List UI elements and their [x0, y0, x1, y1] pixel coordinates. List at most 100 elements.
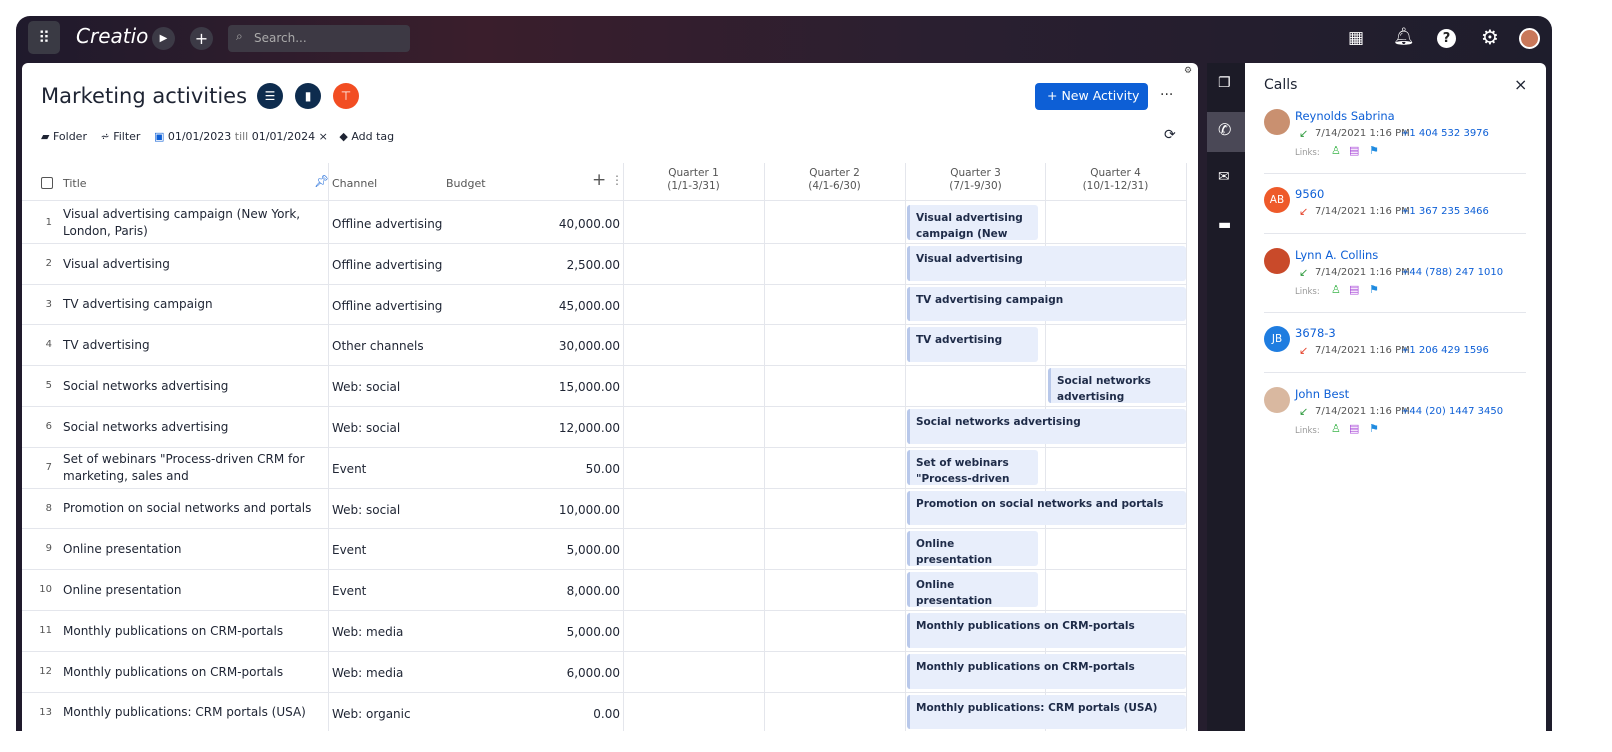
apps-icon[interactable]: ▦: [1348, 28, 1365, 48]
help-icon[interactable]: ?: [1437, 29, 1456, 48]
timeline-bar[interactable]: Visual advertising: [907, 245, 1186, 281]
row-title[interactable]: TV advertising: [63, 338, 150, 353]
timeline-bar[interactable]: Social networks advertising: [907, 409, 1186, 444]
chart-view[interactable]: ▮: [295, 83, 321, 109]
email-tab[interactable]: ✉: [1218, 169, 1230, 185]
new-activity-button[interactable]: + New Activity: [1035, 83, 1148, 110]
caller-name[interactable]: Reynolds Sabrina: [1295, 109, 1395, 123]
caller-name[interactable]: John Best: [1295, 387, 1350, 401]
timeline-bar[interactable]: Online presentation: [907, 572, 1038, 607]
column-header: Channel: [332, 177, 378, 190]
row-budget: 5,000.00: [566, 625, 620, 639]
timeline-bar[interactable]: Visual advertising campaign (New York,: [907, 205, 1038, 240]
timeline-bar[interactable]: TV advertising campaign: [907, 286, 1186, 322]
folder-filter[interactable]: ▰ Folder: [41, 130, 87, 143]
call-direction: ↙: [1299, 127, 1309, 140]
timeline-bar[interactable]: Promotion on social networks and portals: [907, 490, 1186, 526]
quarter-range: (7/1-9/30): [949, 180, 1002, 192]
more-menu[interactable]: ···: [1160, 87, 1174, 103]
notifications-icon[interactable]: 🔔︎: [1393, 27, 1415, 47]
app-menu[interactable]: ⠿: [28, 21, 60, 54]
timeline-bar[interactable]: Monthly publications on CRM-portals: [907, 613, 1186, 648]
add-tag[interactable]: ◆ Add tag: [339, 130, 395, 143]
caller-name[interactable]: Lynn A. Collins: [1295, 248, 1379, 262]
call-time: 7/14/2021 1:16 PM: [1315, 406, 1410, 417]
refresh-button[interactable]: ⟳: [1164, 127, 1176, 143]
date-filter[interactable]: ▣ 01/01/2023 till 01/01/2024 ×: [153, 130, 328, 143]
row-title[interactable]: Visual advertising campaign (New York, L…: [63, 207, 301, 239]
row-title[interactable]: Monthly publications on CRM-portals: [63, 664, 284, 679]
user-avatar[interactable]: [1519, 28, 1540, 49]
row-budget: 30,000.00: [558, 339, 620, 354]
search-icon: ⌕: [236, 29, 243, 43]
caller-name[interactable]: 9560: [1295, 187, 1325, 201]
timeline-view[interactable]: ⊤: [333, 83, 359, 109]
call-phone[interactable]: +1 367 235 3466: [1401, 206, 1489, 217]
row-title[interactable]: Social networks advertising: [63, 419, 229, 434]
close-button[interactable]: ×: [1514, 75, 1528, 94]
row-number: 10: [39, 584, 52, 596]
call-direction: ↙: [1299, 266, 1309, 279]
caller-name[interactable]: 3678-3: [1295, 326, 1336, 340]
row-title[interactable]: Monthly publications: CRM portals (USA): [63, 705, 306, 720]
caller-avatar: [1264, 248, 1290, 274]
chat-tab[interactable]: ❐: [1218, 75, 1231, 91]
panel-settings[interactable]: ⚙: [1184, 66, 1193, 76]
call-phone[interactable]: +44 (788) 247 1010: [1401, 267, 1504, 278]
call-direction: ↙: [1299, 205, 1309, 218]
call-separator: [1264, 312, 1526, 313]
row-title[interactable]: Online presentation: [63, 583, 182, 598]
row-title[interactable]: Promotion on social networks and portals: [63, 501, 312, 516]
row-number: 8: [45, 502, 52, 514]
column-header: Title: [63, 177, 87, 190]
row-channel: Web: social: [332, 380, 401, 395]
timeline-bar[interactable]: TV advertising: [907, 327, 1038, 363]
row-title[interactable]: TV advertising campaign: [63, 297, 213, 312]
caller-avatar: JB: [1264, 326, 1290, 352]
side-tabs: ❐ ✆ ✉ ▬: [1207, 63, 1245, 731]
settings-icon[interactable]: ⚙: [1481, 25, 1499, 49]
row-channel: Web: social: [332, 502, 401, 517]
add-column: +: [592, 170, 607, 190]
row-budget: 0.00: [593, 706, 620, 721]
calls-panel: Calls × Reynolds Sabrina ↙ 7/14/2021 1:16 …: [1245, 63, 1546, 731]
row-budget: 6,000.00: [566, 665, 620, 680]
search-box[interactable]: ⌕ Search...: [228, 25, 410, 52]
quarter-name: Quarter 3: [950, 167, 1001, 179]
timeline-bar[interactable]: Monthly publications on CRM-portals: [907, 653, 1186, 689]
row-title[interactable]: Visual advertising: [63, 256, 170, 271]
row-budget: 8,000.00: [566, 584, 620, 599]
calls-tab[interactable]: ✆: [1207, 112, 1245, 152]
row-title[interactable]: Social networks advertising: [63, 379, 229, 394]
call-phone[interactable]: +1 404 532 3976: [1401, 128, 1489, 139]
timeline-bar[interactable]: Online presentation: [907, 531, 1038, 567]
quarter-name: Quarter 4: [1090, 167, 1141, 179]
row-number: 4: [45, 339, 52, 351]
add-button[interactable]: +: [190, 27, 213, 50]
row-channel: Other channels: [332, 339, 424, 354]
row-title[interactable]: Monthly publications on CRM-portals: [63, 623, 284, 638]
quarter-range: (1/1-3/31): [667, 180, 720, 192]
timeline-bar[interactable]: Set of webinars "Process-driven CRM for: [907, 449, 1038, 485]
row-divider: [22, 650, 1187, 652]
row-divider: [22, 446, 1187, 448]
timeline-bar[interactable]: Social networks advertising: [1048, 368, 1186, 403]
row-title[interactable]: Online presentation: [63, 542, 182, 557]
call-phone[interactable]: +44 (20) 1447 3450: [1401, 406, 1504, 417]
row-budget: 5,000.00: [566, 543, 620, 558]
call-phone[interactable]: +1 206 429 1596: [1401, 345, 1489, 356]
row-channel: Web: social: [332, 421, 401, 435]
quarter-name: Quarter 1: [668, 167, 719, 179]
run-button[interactable]: ▶: [152, 27, 175, 50]
list-view[interactable]: ☰: [257, 83, 283, 109]
main-panel: Marketing activities ☰ ▮ ⊤ + New Activit…: [22, 63, 1198, 731]
row-title[interactable]: Set of webinars "Process-driven CRM for …: [63, 452, 305, 484]
call-separator: [1264, 173, 1526, 174]
filter-button[interactable]: ⩫ Filter: [100, 130, 141, 143]
button-label: New Activity: [1061, 88, 1140, 103]
row-divider: [22, 406, 1187, 407]
timeline-bar[interactable]: Monthly publications: CRM portals (USA): [907, 694, 1186, 730]
feed-tab[interactable]: ▬: [1218, 217, 1232, 233]
row-number: 7: [45, 461, 52, 473]
call-separator: [1264, 371, 1526, 373]
